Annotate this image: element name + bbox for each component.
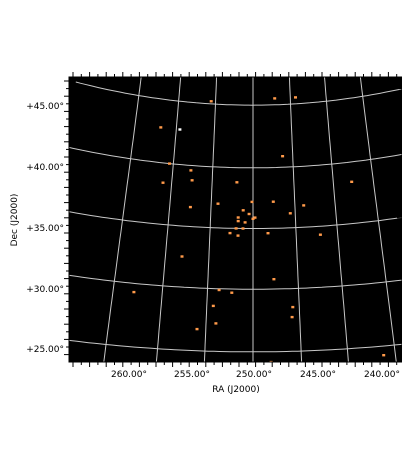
- data-point: [132, 290, 136, 294]
- ra-grid-line: [288, 77, 303, 362]
- data-point: [211, 304, 215, 308]
- ra-grid-line: [155, 77, 182, 362]
- data-point: [241, 227, 245, 230]
- data-point: [273, 97, 277, 100]
- highlighted-point: [178, 128, 182, 131]
- ra-tick-label: 260.00°: [111, 370, 147, 380]
- data-point: [272, 278, 276, 281]
- ra-tick-label: 255.00°: [174, 370, 210, 380]
- data-point: [250, 200, 254, 204]
- data-point: [236, 219, 240, 223]
- data-point: [209, 100, 213, 103]
- source-points: [132, 74, 386, 362]
- data-point: [168, 162, 171, 165]
- data-point: [251, 217, 255, 220]
- data-point: [271, 200, 275, 203]
- data-point: [236, 216, 240, 219]
- data-point: [159, 126, 163, 129]
- data-point: [189, 169, 193, 172]
- data-point: [214, 322, 218, 325]
- data-point: [241, 209, 245, 212]
- ra-tick-labels: 260.00° 255.00° 250.00° 245.00° 240.00°: [111, 370, 400, 380]
- ra-grid-line: [323, 77, 349, 362]
- data-point: [230, 291, 234, 294]
- data-point: [269, 360, 273, 362]
- ra-tick-label: 240.00°: [364, 370, 400, 380]
- coordinate-grid: [69, 77, 402, 362]
- data-point: [290, 315, 294, 319]
- data-point: [188, 205, 192, 209]
- data-point: [291, 305, 295, 309]
- y-axis-label: Dec (J2000): [10, 194, 20, 247]
- data-point: [294, 96, 297, 99]
- data-point: [318, 233, 322, 236]
- ra-grid-line: [359, 77, 397, 362]
- data-point: [350, 180, 354, 183]
- data-point: [190, 179, 194, 182]
- dec-tick-label: +30.00°: [26, 285, 64, 295]
- data-point: [235, 181, 239, 184]
- data-point: [216, 202, 220, 205]
- plot-frame: [68, 76, 402, 363]
- dec-tick-label: +40.00°: [26, 163, 64, 173]
- data-point: [236, 234, 240, 237]
- dec-tick-labels: +45.00° +40.00° +35.00° +30.00° +25.00°: [26, 102, 64, 355]
- ra-tick-label: 245.00°: [300, 370, 336, 380]
- data-point: [281, 155, 285, 158]
- data-point: [266, 232, 270, 235]
- dec-tick-label: +35.00°: [26, 224, 64, 234]
- data-point: [302, 204, 306, 207]
- data-point: [180, 255, 184, 258]
- data-point: [382, 354, 386, 357]
- data-point: [288, 212, 292, 215]
- data-point: [253, 216, 257, 219]
- data-point: [234, 227, 238, 230]
- data-point: [214, 74, 217, 76]
- data-point: [243, 221, 247, 224]
- ra-grid-line: [103, 77, 142, 362]
- plot-area: [69, 77, 402, 362]
- dec-tick-label: +25.00°: [26, 345, 64, 355]
- data-point: [228, 231, 232, 235]
- x-axis-label: RA (J2000): [212, 385, 260, 395]
- data-point: [247, 212, 251, 216]
- data-point: [161, 181, 165, 184]
- ra-grid-line: [203, 77, 218, 362]
- dec-tick-label: +45.00°: [26, 102, 64, 112]
- data-point: [195, 327, 199, 331]
- ra-tick-label: 250.00°: [236, 370, 272, 380]
- data-point: [217, 288, 221, 292]
